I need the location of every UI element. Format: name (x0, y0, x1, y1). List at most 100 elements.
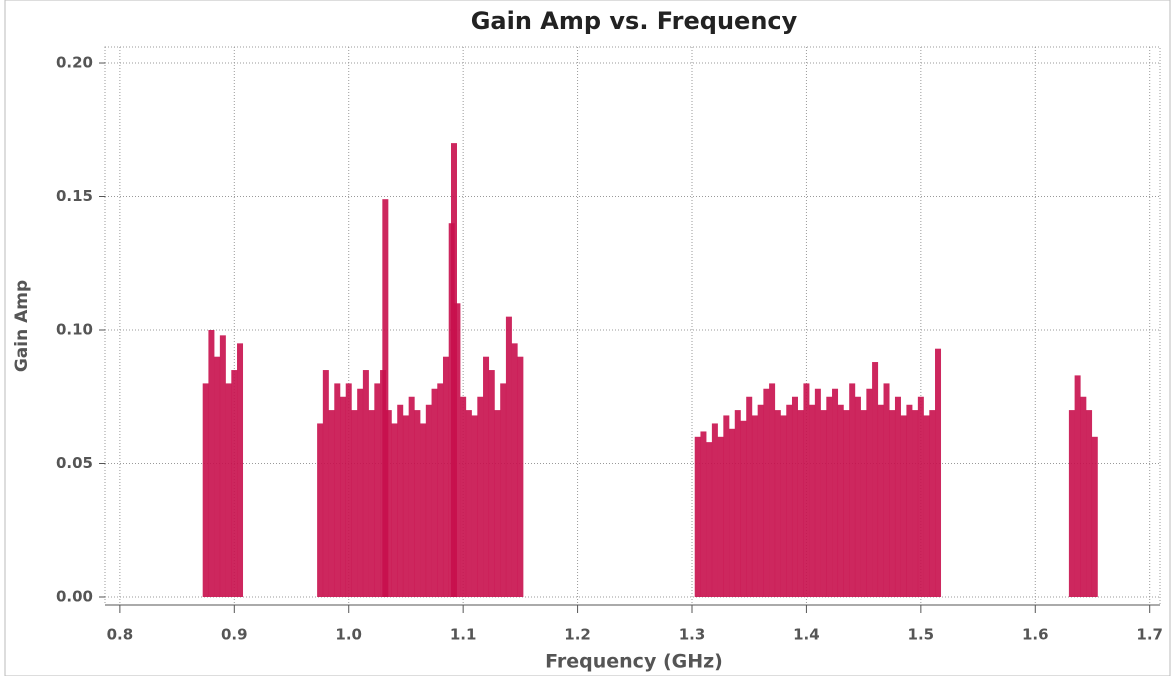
stem (929, 410, 936, 597)
stem (517, 356, 524, 597)
stem (500, 383, 507, 597)
stem (465, 410, 472, 597)
stem (723, 415, 730, 597)
stem (729, 428, 736, 597)
stem (454, 303, 461, 597)
stem (483, 356, 490, 597)
stem (803, 383, 810, 597)
stem (894, 396, 901, 597)
stem (820, 410, 827, 597)
stem (362, 370, 369, 597)
stem (883, 383, 890, 597)
stem (837, 404, 844, 597)
stem (328, 410, 335, 597)
x-tick-label: 1.2 (564, 626, 591, 644)
stem (854, 396, 861, 597)
stem (431, 388, 438, 597)
stem (425, 404, 432, 597)
stem (317, 423, 324, 597)
stem (906, 404, 913, 597)
stem (202, 383, 209, 597)
stem (717, 436, 724, 597)
stem (774, 410, 781, 597)
stem (477, 396, 484, 597)
plot-area (104, 46, 1161, 606)
stem (450, 143, 457, 597)
stem (214, 356, 221, 597)
stem (345, 383, 352, 597)
y-tick-label: 0.05 (56, 454, 93, 472)
stem (746, 396, 753, 597)
stem (872, 362, 879, 597)
stem (219, 335, 226, 597)
stem (208, 330, 215, 597)
stem (1068, 410, 1075, 597)
stem (437, 383, 444, 597)
stem (368, 410, 375, 597)
stem (442, 356, 449, 597)
x-tick-label: 0.9 (221, 626, 248, 644)
stem (814, 388, 821, 597)
x-tick-label: 1.1 (450, 626, 477, 644)
stem (414, 410, 421, 597)
stem (866, 388, 873, 597)
x-tick-label: 1.0 (335, 626, 362, 644)
stem (935, 348, 942, 597)
x-tick-label: 0.8 (107, 626, 134, 644)
stem (849, 383, 856, 597)
stem (809, 404, 816, 597)
y-tick-label: 0.10 (56, 321, 93, 339)
stem (225, 383, 232, 597)
stem (740, 420, 747, 597)
stem (780, 415, 787, 597)
stem (511, 343, 518, 597)
stem (786, 404, 793, 597)
y-axis-label: Gain Amp (12, 280, 32, 372)
chart-title: Gain Amp vs. Frequency (471, 7, 798, 35)
x-tick-label: 1.6 (1022, 626, 1049, 644)
stem (340, 396, 347, 597)
stem (402, 415, 409, 597)
stem (751, 415, 758, 597)
stem (734, 410, 741, 597)
stem (1074, 375, 1081, 597)
stem (826, 396, 833, 597)
stem (706, 442, 713, 597)
stem (231, 370, 238, 597)
y-tick-label: 0.00 (56, 587, 93, 605)
stem (763, 388, 770, 597)
stem (700, 431, 707, 597)
stem (694, 436, 701, 597)
stem (351, 410, 358, 597)
x-tick-label: 1.4 (793, 626, 820, 644)
stem (471, 415, 478, 597)
stem (1091, 436, 1098, 597)
stem (843, 410, 850, 597)
stem (488, 370, 495, 597)
stem (769, 383, 776, 597)
stem (912, 410, 919, 597)
stem (322, 370, 329, 597)
x-axis-label: Frequency (GHz) (545, 651, 723, 673)
stem (382, 199, 389, 597)
y-tick-label: 0.15 (56, 187, 93, 205)
stem (397, 404, 404, 597)
stem (900, 415, 907, 597)
stem (889, 410, 896, 597)
stem (791, 396, 798, 597)
stem (494, 410, 501, 597)
x-tick-label: 1.3 (679, 626, 706, 644)
stem (334, 383, 341, 597)
stem (860, 410, 867, 597)
stem (797, 410, 804, 597)
stem (385, 410, 392, 597)
stem (357, 388, 364, 597)
stem (237, 343, 244, 597)
stem (1080, 396, 1087, 597)
stem (711, 423, 718, 597)
y-tick-label: 0.20 (56, 54, 93, 72)
stem (832, 388, 839, 597)
x-tick-label: 1.7 (1136, 626, 1163, 644)
stem (917, 396, 924, 597)
x-tick-label: 1.5 (908, 626, 935, 644)
